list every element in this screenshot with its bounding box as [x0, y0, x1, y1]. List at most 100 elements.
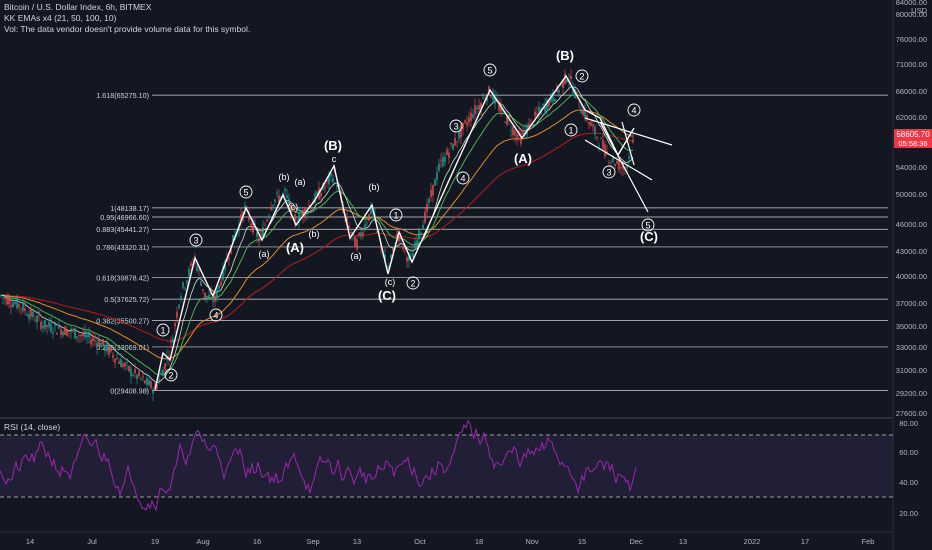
time-tick-label: 16 — [253, 537, 261, 546]
candle-body — [612, 157, 614, 162]
candle-body — [202, 289, 204, 291]
candle-body — [446, 149, 448, 155]
fib-level-label: 0.786(43320.31) — [96, 243, 149, 252]
candle-body — [450, 143, 452, 145]
fib-level-label: 1.618(65275.10) — [96, 91, 149, 100]
candle-body — [214, 295, 216, 302]
wave-degree-label: (A) — [514, 151, 532, 166]
candle-body — [628, 156, 630, 159]
candle-body — [14, 302, 16, 304]
wave-count-label: 4 — [631, 106, 636, 116]
wave-labels: 1 2 3 4 5 1 2 3 4 5 1 2 3 4 5 (A) (B) (C) (A) (B) (C) (b) (a) (… — [156, 48, 658, 382]
candle-body — [216, 289, 218, 298]
candle-body — [12, 302, 14, 307]
candle-body — [88, 331, 90, 338]
wave-path[interactable] — [154, 74, 635, 391]
trendlines[interactable] — [584, 117, 673, 213]
candle-body — [368, 214, 370, 221]
trendline[interactable] — [584, 117, 673, 146]
candle-body — [452, 143, 454, 150]
candle-body — [310, 206, 312, 209]
candle-body — [20, 308, 22, 309]
candle-body — [76, 336, 78, 338]
time-tick-label: Aug — [196, 537, 209, 546]
rsi-title[interactable]: RSI (14, close) — [4, 422, 61, 432]
candle-body — [604, 144, 606, 157]
candle-body — [356, 239, 358, 250]
candle-body — [532, 124, 534, 126]
candle-body — [152, 389, 154, 394]
candle-body — [54, 323, 56, 326]
wave-degree-label: (B) — [324, 138, 342, 153]
trendline[interactable] — [599, 121, 649, 213]
candle-body — [552, 92, 554, 102]
candle-body — [184, 287, 186, 289]
candle-body — [554, 98, 556, 102]
candle-body — [104, 344, 106, 352]
price-axis[interactable]: 84000.00 80000.00 76000.00 71000.00 66000.00… — [896, 0, 928, 418]
price-tick-label: 37000.00 — [896, 299, 927, 308]
fib-level-label: 0.883(45441.27) — [96, 225, 149, 234]
candle-body — [606, 151, 608, 154]
symbol-title[interactable]: Bitcoin / U.S. Dollar Index, 6h, BITMEX — [4, 2, 152, 12]
wave-count-circle — [564, 123, 578, 137]
candle-body — [18, 304, 20, 308]
time-tick-label: Jul — [87, 537, 97, 546]
candle-body — [418, 229, 420, 240]
candle-body — [46, 325, 48, 328]
trendline[interactable] — [621, 121, 635, 166]
elliott-wave-drawing[interactable] — [154, 74, 635, 391]
candle-body — [146, 377, 148, 385]
candle-body — [492, 91, 494, 101]
wave-count-label: 4 — [213, 311, 218, 321]
candle-body — [442, 157, 444, 167]
candle-body — [384, 254, 386, 260]
time-axis[interactable]: 14 Jul 19 Aug 16 Sep 13 Oct 18 Nov 15 Dec 13 2022 17 Fe… — [26, 537, 875, 546]
candle-body — [210, 292, 212, 295]
subwave-label: c — [332, 154, 337, 164]
candle-body — [130, 368, 132, 377]
candle-body — [256, 232, 258, 237]
wave-count-label: 5 — [645, 221, 650, 231]
trendline[interactable] — [584, 139, 653, 181]
price-tick-label: 76000.00 — [896, 35, 927, 44]
candle-body — [506, 115, 508, 125]
time-tick-label: 17 — [801, 537, 809, 546]
candle-body — [288, 198, 290, 205]
candle-body — [544, 104, 546, 112]
candle-body — [580, 110, 582, 114]
candle-body — [262, 227, 264, 238]
candle-body — [218, 285, 220, 289]
wave-count-label: 3 — [193, 236, 198, 246]
price-tick-label: 54000.00 — [896, 163, 927, 172]
time-tick-label: 18 — [475, 537, 483, 546]
wave-degree-label: (C) — [378, 288, 396, 303]
candle-body — [470, 112, 472, 121]
candle-body — [228, 257, 230, 260]
candle-body — [174, 322, 176, 327]
candle-body — [362, 232, 364, 236]
candle-body — [486, 96, 488, 102]
wave-count-label: 1 — [568, 126, 573, 136]
candle-body — [348, 225, 350, 231]
candle-body — [536, 113, 538, 115]
candle-body — [10, 305, 12, 307]
time-tick-label: Sep — [306, 537, 319, 546]
candle-body — [188, 269, 190, 276]
candle-body — [590, 122, 592, 127]
price-tick-label: 50000.00 — [896, 190, 927, 199]
candle-body — [180, 296, 182, 299]
candle-body — [354, 236, 356, 247]
wave-count-label: 3 — [453, 122, 458, 132]
candle-body — [168, 356, 170, 359]
last-price-countdown: 05:58:36 — [898, 139, 927, 148]
subwave-label: (b) — [309, 229, 320, 239]
candle-body — [582, 109, 584, 116]
ema-indicator-title[interactable]: KK EMAs x4 (21, 50, 100, 10) — [4, 13, 117, 23]
candle-body — [616, 161, 618, 164]
volume-indicator-title[interactable]: Vol: The data vendor doesn't provide vol… — [4, 24, 251, 34]
candle-body — [82, 333, 84, 336]
candle-body — [286, 195, 288, 198]
candle-body — [32, 311, 34, 317]
